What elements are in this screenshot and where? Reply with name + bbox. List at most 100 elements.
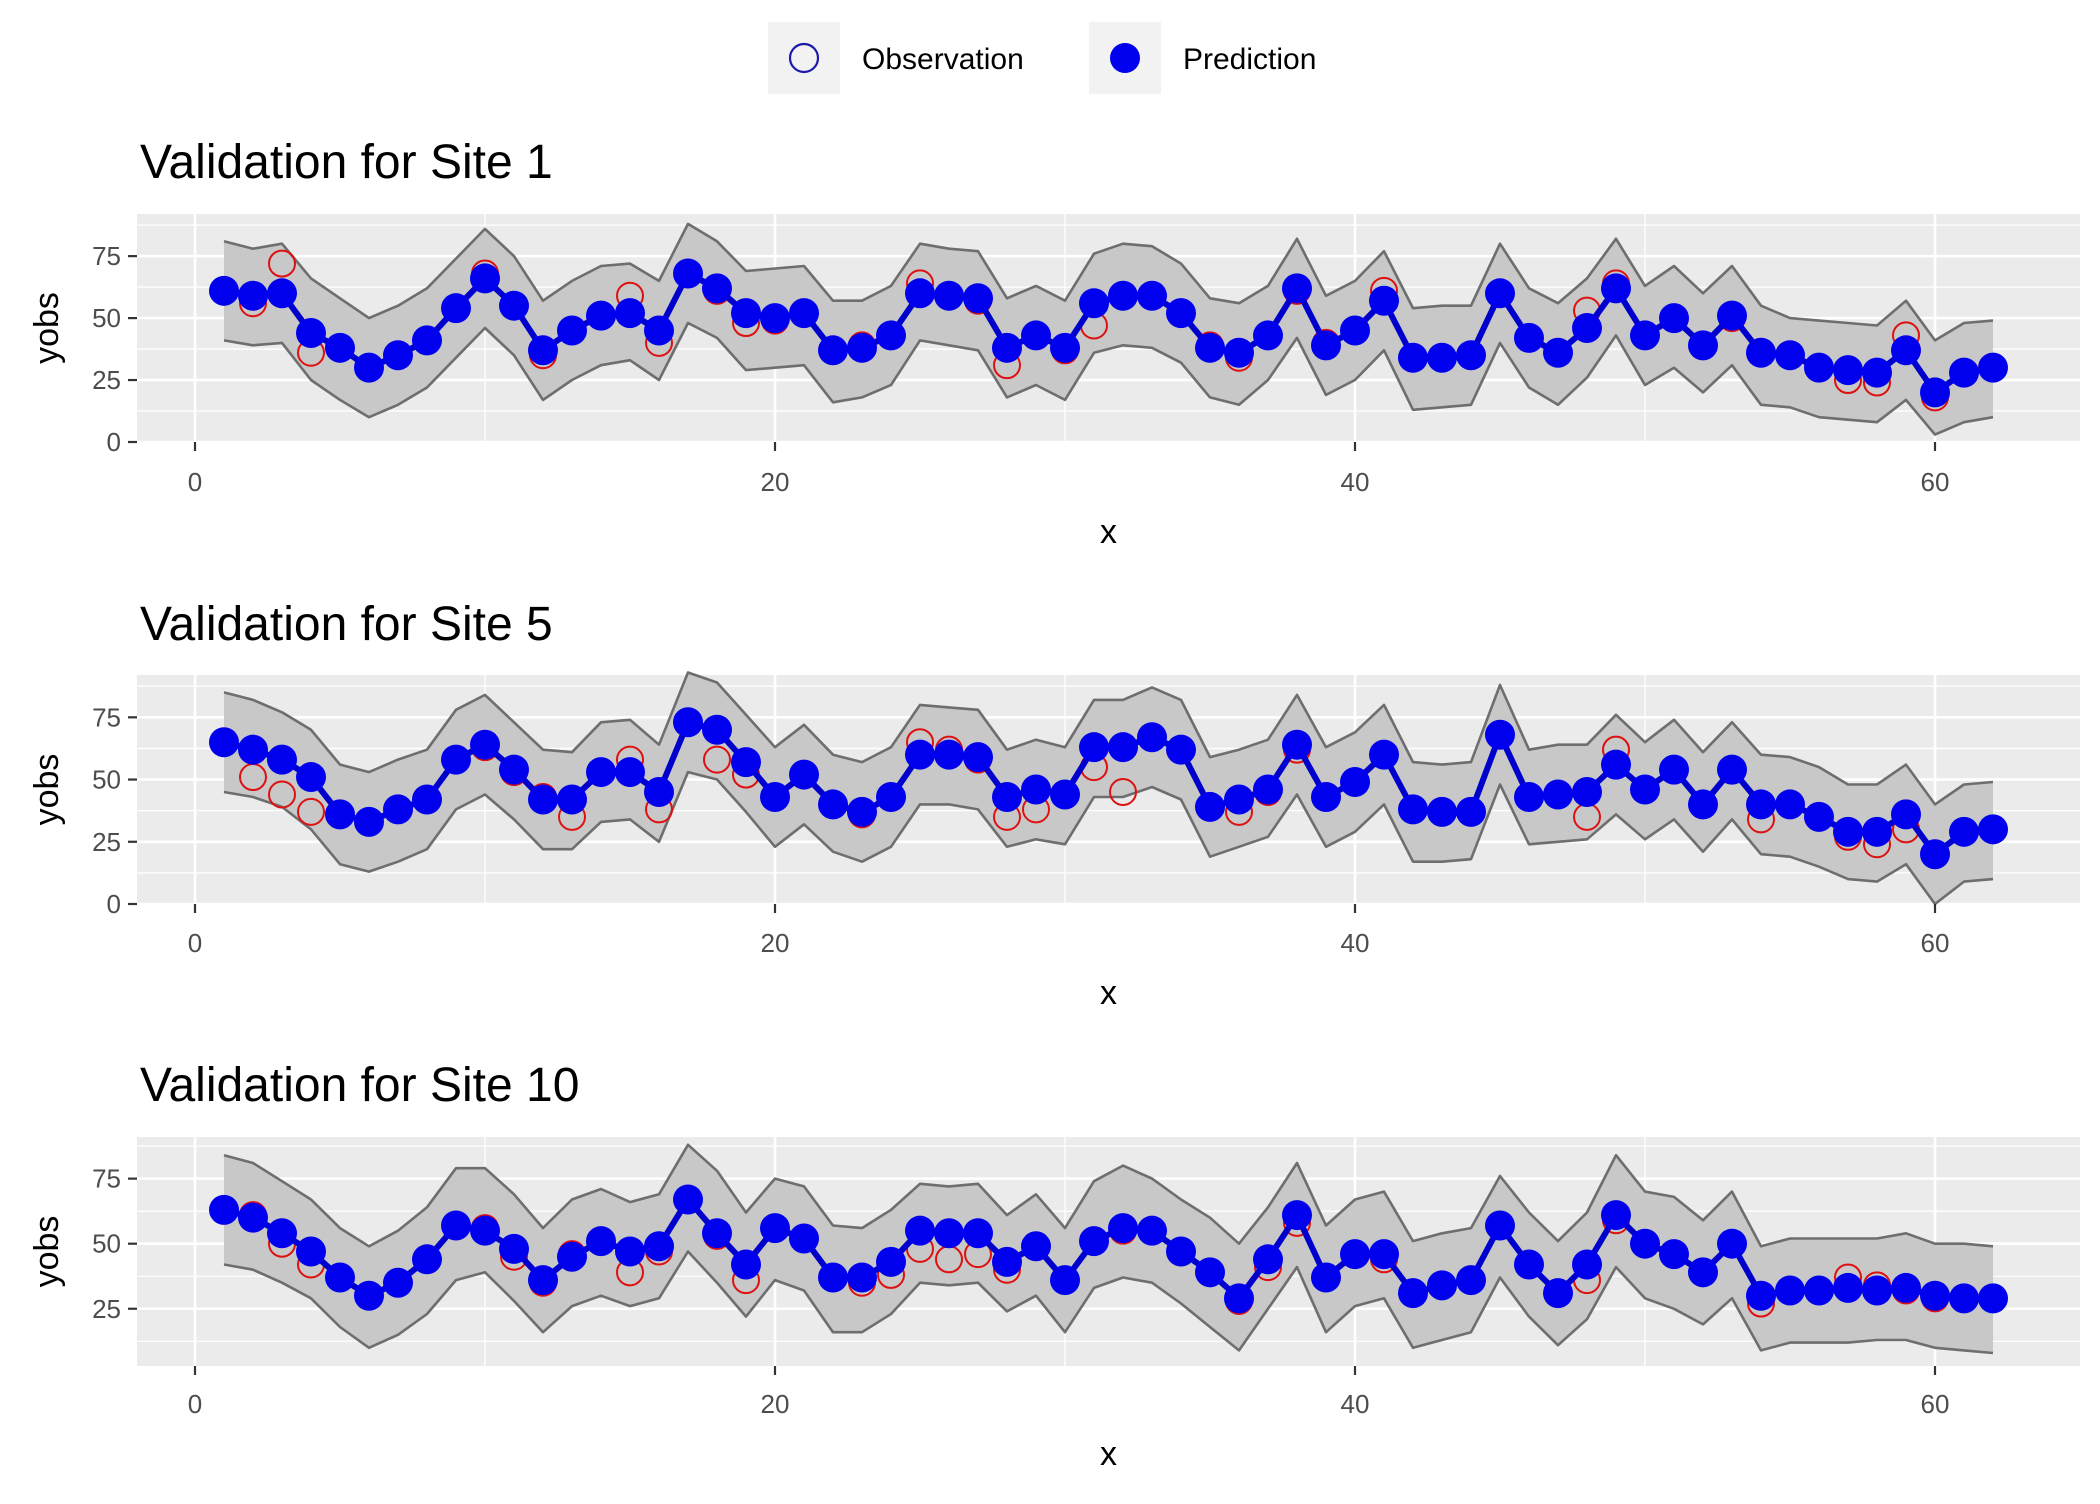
- prediction-point: [1282, 273, 1312, 304]
- prediction-point: [1630, 774, 1660, 805]
- prediction-point: [847, 796, 877, 827]
- prediction-point: [1021, 1231, 1051, 1262]
- prediction-point: [673, 707, 703, 738]
- prediction-point: [1311, 781, 1341, 812]
- prediction-point: [557, 315, 587, 346]
- prediction-point: [325, 799, 355, 830]
- prediction-point: [1630, 1228, 1660, 1259]
- legend-label-prediction: Prediction: [1183, 43, 1316, 76]
- y-axis-title: yobs: [28, 754, 66, 826]
- prediction-point: [1920, 1280, 1950, 1311]
- y-axis-title: yobs: [28, 292, 66, 364]
- prediction-point: [1079, 732, 1109, 763]
- prediction-point: [1804, 1275, 1834, 1306]
- x-tick-label: 60: [1921, 467, 1950, 497]
- prediction-point: [1224, 337, 1254, 368]
- legend-label-observation: Observation: [862, 43, 1024, 76]
- x-tick-label: 20: [761, 467, 790, 497]
- x-tick-label: 40: [1341, 1389, 1370, 1419]
- x-axis-title: x: [1100, 513, 1117, 551]
- prediction-point: [1978, 814, 2008, 845]
- prediction-point: [1253, 320, 1283, 351]
- x-tick-label: 40: [1341, 928, 1370, 958]
- prediction-point: [296, 1236, 326, 1267]
- prediction-point: [1340, 767, 1370, 798]
- prediction-point: [992, 781, 1022, 812]
- prediction-point: [1978, 352, 2008, 383]
- observation-point: [1109, 777, 1137, 806]
- prediction-point: [499, 290, 529, 321]
- prediction-point: [615, 298, 645, 329]
- prediction-point: [615, 757, 645, 788]
- prediction-point: [1920, 377, 1950, 408]
- prediction-point: [209, 1194, 239, 1225]
- observation-point: [268, 249, 296, 278]
- prediction-point: [934, 280, 964, 311]
- x-tick-label: 0: [188, 1389, 202, 1419]
- prediction-point: [238, 280, 268, 311]
- chart-panel-2: Validation for Site 5 0 25 50 75 0 20 40 60 x yobs: [28, 598, 2080, 1012]
- prediction-point: [731, 298, 761, 329]
- prediction-point: [1543, 337, 1573, 368]
- prediction-point: [1166, 734, 1196, 765]
- prediction-point: [1398, 1278, 1428, 1309]
- legend: Observation Prediction: [768, 22, 1316, 94]
- prediction-point: [209, 727, 239, 758]
- y-axis-title: yobs: [28, 1216, 66, 1288]
- prediction-point: [1746, 789, 1776, 820]
- prediction-point: [1224, 784, 1254, 815]
- prediction-point: [1717, 754, 1747, 785]
- prediction-point: [1108, 732, 1138, 763]
- prediction-point: [1572, 1249, 1602, 1280]
- lower-bound-line: [223, 1250, 1994, 1355]
- prediction-point: [1485, 278, 1515, 309]
- prediction-point: [412, 784, 442, 815]
- prediction-point: [1804, 352, 1834, 383]
- prediction-point: [1021, 774, 1051, 805]
- prediction-point: [731, 747, 761, 778]
- prediction-point: [1688, 789, 1718, 820]
- x-axis-title: x: [1100, 974, 1117, 1012]
- prediction-point: [441, 293, 471, 324]
- prediction-point: [528, 784, 558, 815]
- prediction-point: [1340, 1239, 1370, 1270]
- prediction-point: [1572, 776, 1602, 807]
- prediction-point: [441, 744, 471, 775]
- prediction-point: [702, 273, 732, 304]
- x-tick-label: 0: [188, 928, 202, 958]
- prediction-point: [528, 1265, 558, 1296]
- prediction-point: [1717, 1228, 1747, 1259]
- prediction-point: [1688, 330, 1718, 361]
- prediction-point: [847, 1262, 877, 1293]
- prediction-point: [1949, 816, 1979, 847]
- prediction-point: [1253, 1244, 1283, 1275]
- x-tick-label: 0: [188, 467, 202, 497]
- y-tick-label: 75: [92, 702, 121, 732]
- prediction-point: [1166, 298, 1196, 329]
- prediction-point: [760, 1213, 790, 1244]
- prediction-point: [1456, 340, 1486, 371]
- prediction-point: [644, 1231, 674, 1262]
- prediction-point: [1369, 1239, 1399, 1270]
- prediction-point: [1427, 796, 1457, 827]
- prediction-point: [1601, 749, 1631, 780]
- prediction-point: [1108, 1213, 1138, 1244]
- prediction-point: [1427, 342, 1457, 373]
- prediction-point: [1050, 1265, 1080, 1296]
- prediction-point: [1514, 322, 1544, 353]
- prediction-point: [1369, 739, 1399, 770]
- prediction-point: [499, 1233, 529, 1264]
- upper-bound-line: [223, 1143, 1994, 1248]
- prediction-point: [1456, 796, 1486, 827]
- prediction-point: [1949, 1283, 1979, 1314]
- prediction-point: [325, 1262, 355, 1293]
- prediction-point: [1601, 1200, 1631, 1231]
- prediction-point: [847, 332, 877, 363]
- prediction-point: [1282, 1200, 1312, 1231]
- prediction-point: [1456, 1265, 1486, 1296]
- prediction-interval-ribbon: [224, 223, 1993, 435]
- prediction-point: [1659, 1239, 1689, 1270]
- prediction-point: [1862, 1275, 1892, 1306]
- prediction-point: [1601, 273, 1631, 304]
- prediction-point: [644, 776, 674, 807]
